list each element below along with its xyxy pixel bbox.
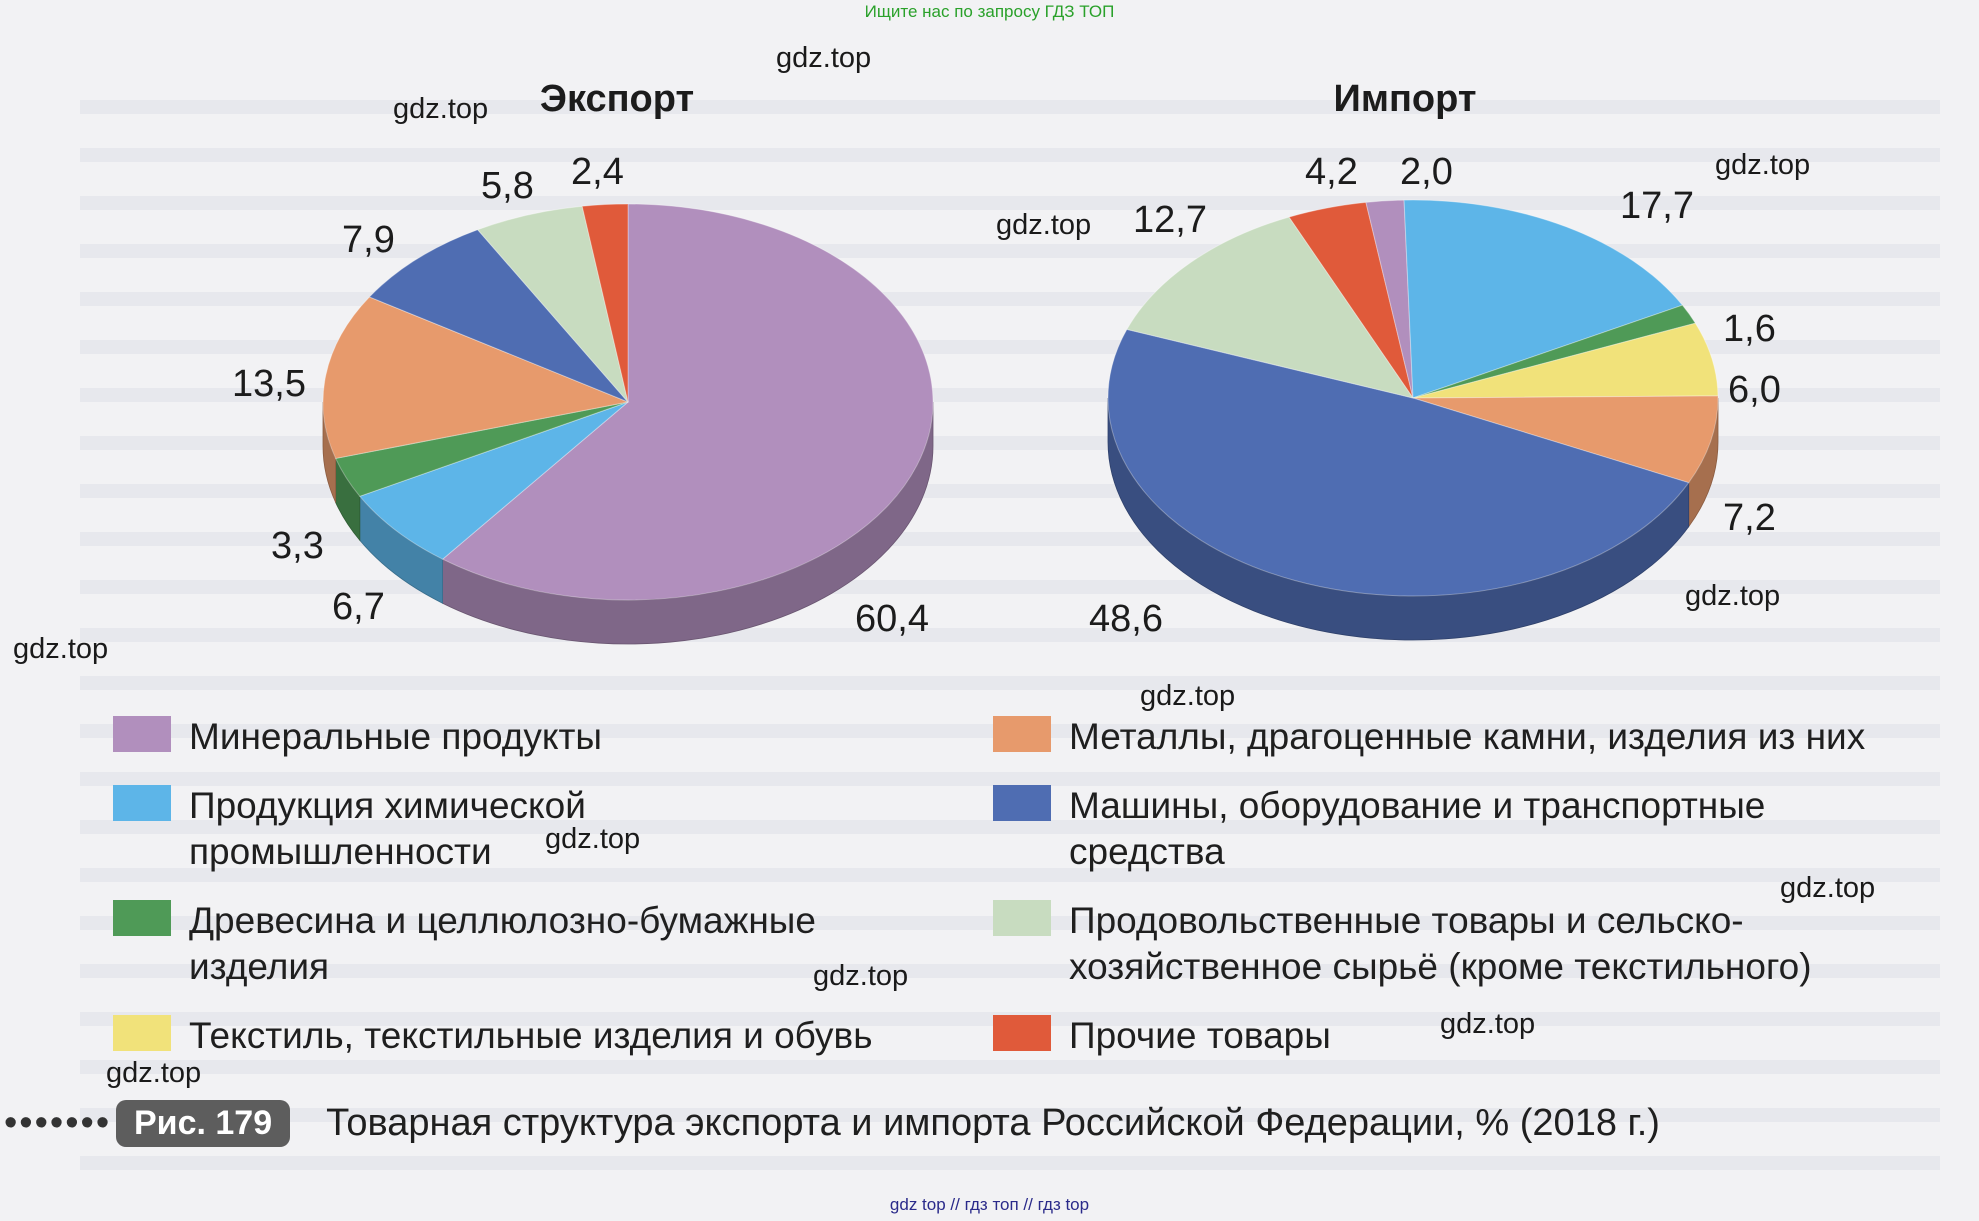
pie-Импорт: Импорт 4,2 2,0 17,7 1,6 6,0 7,2 48,6 12,7: [1089, 78, 1781, 641]
pie-slice: [1412, 395, 1719, 484]
pie-value-label: 17,7: [1620, 185, 1694, 227]
pie-value-label: 7,9: [342, 219, 395, 261]
pie-slice: [1412, 322, 1719, 399]
watermark: gdz.top: [1780, 872, 1876, 904]
pie-slice: [358, 401, 629, 560]
pie-slice: [441, 203, 934, 601]
watermark: gdz.top: [813, 960, 909, 992]
pie-value-label: 6,0: [1728, 369, 1781, 411]
legend-item-chemical: Продукция химической промышленности: [113, 783, 673, 875]
pie-Экспорт: Экспорт 60,4 6,73,3 13,5 7,9 5,8 2,4: [232, 78, 934, 645]
pie-slice: [1107, 328, 1690, 597]
background-line: [80, 868, 1940, 882]
pie-slice: [1288, 201, 1414, 399]
pie-value-label: 60,4: [855, 598, 929, 640]
watermark: gdz.top: [13, 633, 109, 665]
watermark: gdz.top: [545, 823, 641, 855]
pie-value-label: 2,4: [571, 151, 624, 193]
watermark: gdz.top: [1715, 149, 1811, 181]
pie-value-label: 48,6: [1089, 598, 1163, 640]
background-line: [80, 100, 1940, 114]
pie-slice: [368, 229, 629, 403]
background-line: [80, 148, 1940, 162]
legend-swatch: [993, 900, 1051, 936]
pie-slice: [581, 203, 629, 403]
watermark: gdz.top: [1140, 680, 1236, 712]
figure-caption: ••••••• Рис. 179 Товарная структура эксп…: [0, 1100, 1660, 1147]
legend-swatch: [113, 900, 171, 936]
legend-label: Продукция химической промышленности: [189, 785, 586, 872]
pie-value-label: 6,7: [332, 586, 385, 628]
legend-label: Продовольственные товары и сельско-хозяй…: [1069, 900, 1812, 987]
pie-slice: [1403, 199, 1684, 399]
background-line: [80, 964, 1940, 978]
pie-value-label: 12,7: [1133, 199, 1207, 241]
pie-slice: [1412, 304, 1697, 399]
legend-swatch: [113, 785, 171, 821]
pie-slice: [322, 296, 630, 459]
pie-value-label: 2,0: [1400, 151, 1453, 193]
pie-value-label: 3,3: [271, 525, 324, 567]
watermark: gdz.top: [996, 209, 1092, 241]
legend-label: Машины, оборудование и транспортные сред…: [1069, 785, 1766, 872]
background-line: [80, 820, 1940, 834]
pie-slice: [1126, 216, 1415, 399]
legend-label: Древесина и целлюлозно-бумажные изделия: [189, 900, 816, 987]
legend-item-metals: Металлы, драгоценные камни, изделия из н…: [993, 714, 1953, 760]
legend-swatch: [113, 1015, 171, 1051]
legend-swatch: [113, 716, 171, 752]
pie-value-label: 4,2: [1305, 151, 1358, 193]
background-line: [80, 676, 1940, 690]
watermark: gdz.top: [776, 42, 872, 74]
caption-dots: •••••••: [4, 1102, 112, 1144]
pie-value-label: 1,6: [1723, 308, 1776, 350]
legend-item-food: Продовольственные товары и сельско-хозяй…: [993, 898, 1883, 990]
legend-swatch: [993, 1015, 1051, 1051]
legend-item-machinery: Машины, оборудование и транспортные сред…: [993, 783, 1823, 875]
legend-label: Металлы, драгоценные камни, изделия из н…: [1069, 716, 1866, 757]
legend-swatch: [993, 716, 1051, 752]
pie-value-label: 5,8: [481, 165, 534, 207]
legend-label: Текстиль, текстильные изделия и обувь: [189, 1015, 873, 1056]
background-line: [80, 772, 1940, 786]
pie-slice: [1365, 199, 1414, 399]
pie-value-label: 13,5: [232, 363, 306, 405]
legend-label: Прочие товары: [1069, 1015, 1331, 1056]
legend-item-wood: Древесина и целлюлозно-бумажные изделия: [113, 898, 903, 990]
pie-slice: [334, 401, 629, 497]
legend-item-other: Прочие товары: [993, 1013, 1493, 1059]
watermark: gdz.top: [393, 93, 489, 125]
pie-value-label: 7,2: [1723, 497, 1776, 539]
watermark: gdz.top: [106, 1057, 202, 1089]
pie-title: Экспорт: [540, 78, 694, 120]
pie-side: [1107, 397, 1690, 641]
pie-title: Импорт: [1334, 78, 1477, 120]
watermark: gdz.top: [1440, 1008, 1536, 1040]
footer-note: gdz top // гдз топ // гдз top: [889, 1195, 1090, 1214]
background-line: [80, 1060, 1940, 1074]
legend-item-mineral: Минеральные продукты: [113, 714, 913, 760]
background-line: [80, 1108, 1940, 1122]
figure-badge: Рис. 179: [116, 1100, 291, 1147]
legend-label: Минеральные продукты: [189, 716, 603, 757]
background-line: [80, 1156, 1940, 1170]
header-note: Ищите нас по запросу ГДЗ ТОП: [864, 2, 1115, 21]
legend-item-textile: Текстиль, текстильные изделия и обувь: [113, 1013, 973, 1059]
pie-slice: [476, 205, 629, 403]
legend-swatch: [993, 785, 1051, 821]
watermark: gdz.top: [1685, 580, 1781, 612]
caption-text: Товарная структура экспорта и импорта Ро…: [326, 1102, 1660, 1144]
